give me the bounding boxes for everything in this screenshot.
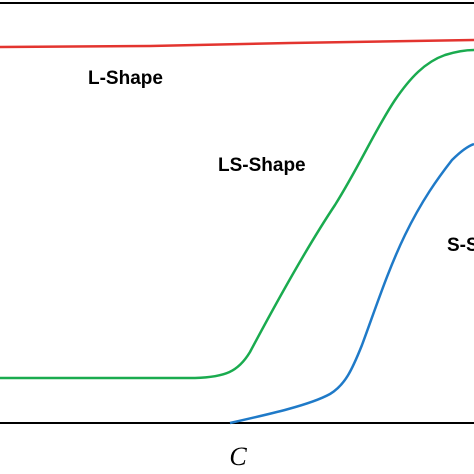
- l-shape-curve: [0, 38, 474, 49]
- l-shape-label: L-Shape: [88, 68, 163, 89]
- frame: [0, 2, 474, 424]
- s-shape-label: S-S: [447, 235, 474, 256]
- x-axis-label: C: [229, 442, 247, 471]
- ls-shape-curve: [0, 48, 474, 380]
- ls-shape-label: LS-Shape: [218, 155, 306, 176]
- s-shape-curve: [229, 142, 474, 425]
